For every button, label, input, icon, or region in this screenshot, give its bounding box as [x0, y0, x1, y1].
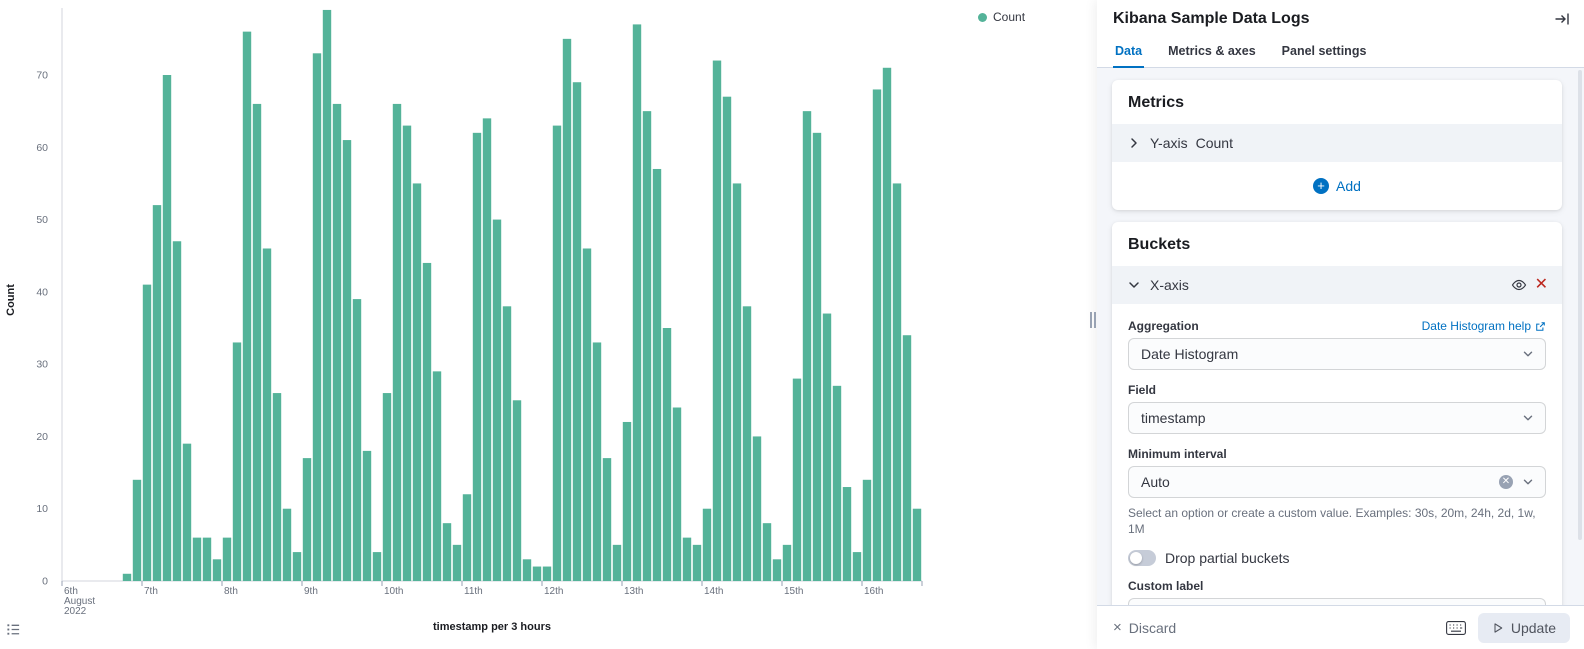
eye-icon[interactable] [1511, 277, 1527, 293]
svg-text:6th: 6th [64, 586, 78, 597]
svg-text:10th: 10th [384, 586, 403, 597]
editor-footer: × Discard Update [1097, 605, 1584, 649]
panel-header: Kibana Sample Data Logs [1097, 0, 1584, 30]
legend-dot [978, 12, 987, 22]
update-button[interactable]: Update [1477, 612, 1570, 643]
svg-text:9th: 9th [304, 586, 318, 597]
add-metric-button[interactable]: + Add [1313, 178, 1361, 194]
chart-panel: 0 10 20 30 40 50 60 70 6th August 2022 7th 8th 9th 10t… [5, 8, 1026, 642]
tab-metrics-axes[interactable]: Metrics & axes [1168, 44, 1256, 58]
svg-text:20: 20 [36, 431, 48, 443]
bucket-form: Aggregation Date Histogram help Date His… [1112, 304, 1562, 605]
svg-text:10: 10 [36, 503, 48, 515]
buckets-card: Buckets X-axis ✕ Agg [1112, 222, 1562, 605]
svg-text:August: August [64, 596, 95, 607]
discard-button[interactable]: × Discard [1113, 618, 1177, 636]
chart-legend-item[interactable]: Count [978, 10, 1025, 24]
panel-scrollbar[interactable] [1578, 70, 1582, 540]
collapse-panel-icon[interactable] [1554, 11, 1570, 27]
drop-partial-buckets-toggle[interactable] [1128, 550, 1156, 567]
x-axis-accordion[interactable]: X-axis ✕ [1112, 266, 1562, 304]
toggle-knob [1130, 552, 1142, 565]
buckets-heading: Buckets [1128, 236, 1191, 253]
legend-label: Count [993, 10, 1026, 24]
y-axis-label: Y-axis [1150, 135, 1188, 151]
y-axis-value: Count [1195, 135, 1233, 151]
svg-text:16th: 16th [864, 586, 883, 597]
drop-partial-buckets-label: Drop partial buckets [1165, 550, 1290, 567]
field-label: Field [1128, 383, 1157, 397]
close-icon: × [1113, 618, 1122, 636]
chevron-down-icon [1523, 351, 1533, 357]
clear-value-icon[interactable]: ✕ [1499, 475, 1513, 489]
plus-circle-icon: + [1313, 178, 1330, 194]
chevron-right-icon [1126, 135, 1142, 151]
resizer-grip-icon [1090, 312, 1096, 328]
remove-bucket-icon[interactable]: ✕ [1534, 276, 1548, 293]
minimum-interval-select[interactable]: Auto ✕ [1128, 466, 1546, 498]
aggregation-select[interactable]: Date Histogram [1128, 338, 1546, 370]
panel-body: Metrics Y-axis Count + Add Bucket [1097, 68, 1584, 605]
metrics-card: Metrics Y-axis Count + Add [1112, 80, 1562, 210]
svg-text:15th: 15th [784, 586, 803, 597]
field-select[interactable]: timestamp [1128, 402, 1546, 434]
panel-resizer[interactable] [1089, 0, 1097, 649]
svg-text:50: 50 [36, 214, 48, 226]
svg-text:14th: 14th [704, 586, 723, 597]
svg-text:70: 70 [36, 70, 48, 82]
svg-text:Count: Count [5, 284, 17, 316]
interval-help-text: Select an option or create a custom valu… [1128, 506, 1536, 537]
svg-text:11th: 11th [464, 586, 483, 597]
svg-text:13th: 13th [624, 586, 643, 597]
tab-panel-settings[interactable]: Panel settings [1281, 44, 1367, 58]
custom-label-input[interactable] [1128, 598, 1546, 605]
keyboard-shortcut-icon[interactable] [1445, 620, 1466, 635]
x-axis-label: X-axis [1150, 277, 1189, 293]
aggregation-label: Aggregation [1128, 319, 1199, 333]
svg-text:7th: 7th [144, 586, 158, 597]
legend-toggle-icon[interactable] [6, 622, 21, 642]
chevron-down-icon [1523, 415, 1533, 421]
tab-data[interactable]: Data [1113, 38, 1145, 68]
chevron-down-icon [1523, 479, 1533, 485]
chevron-down-icon [1126, 277, 1142, 293]
external-link-icon [1536, 321, 1545, 331]
panel-title: Kibana Sample Data Logs [1113, 10, 1310, 27]
svg-text:2022: 2022 [64, 606, 87, 617]
editor-panel: Kibana Sample Data Logs Data Metrics & a… [1097, 0, 1584, 649]
play-icon [1494, 622, 1503, 633]
add-row: + Add [1112, 162, 1562, 210]
date-histogram-help-link[interactable]: Date Histogram help [1422, 319, 1546, 333]
minimum-interval-label: Minimum interval [1128, 447, 1227, 461]
svg-text:0: 0 [42, 576, 48, 588]
svg-text:60: 60 [36, 142, 48, 154]
svg-text:40: 40 [36, 286, 48, 298]
y-axis-accordion[interactable]: Y-axis Count [1112, 124, 1562, 162]
svg-text:30: 30 [36, 359, 48, 371]
tab-bar: Data Metrics & axes Panel settings [1097, 38, 1584, 68]
svg-text:12th: 12th [544, 586, 563, 597]
metrics-heading: Metrics [1128, 94, 1185, 111]
svg-text:timestamp per 3 hours: timestamp per 3 hours [433, 621, 551, 633]
custom-label-label: Custom label [1128, 579, 1204, 594]
svg-text:8th: 8th [224, 586, 238, 597]
